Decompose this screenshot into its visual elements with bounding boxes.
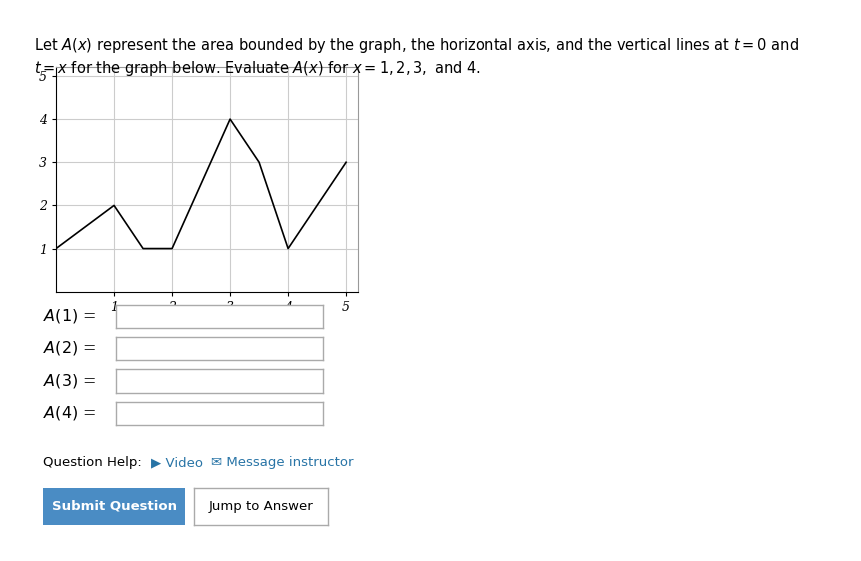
Text: Let $A(x)$ represent the area bounded by the graph, the horizontal axis, and the: Let $A(x)$ represent the area bounded by… <box>34 36 798 56</box>
Text: ✉ Message instructor: ✉ Message instructor <box>211 456 353 470</box>
Text: $\mathit{A}(2)$ =: $\mathit{A}(2)$ = <box>43 339 96 357</box>
Text: ▶ Video: ▶ Video <box>151 456 202 470</box>
Text: $\mathit{A}(1)$ =: $\mathit{A}(1)$ = <box>43 307 96 325</box>
Text: $t = x$ for the graph below. Evaluate $A(x)$ for $x = 1, 2, 3,$ and $4$.: $t = x$ for the graph below. Evaluate $A… <box>34 59 480 78</box>
Text: $\mathit{A}(3)$ =: $\mathit{A}(3)$ = <box>43 372 96 390</box>
Text: Jump to Answer: Jump to Answer <box>208 500 313 513</box>
Text: Submit Question: Submit Question <box>52 500 177 513</box>
Text: Question Help:: Question Help: <box>43 456 142 470</box>
Text: $\mathit{A}(4)$ =: $\mathit{A}(4)$ = <box>43 404 96 422</box>
